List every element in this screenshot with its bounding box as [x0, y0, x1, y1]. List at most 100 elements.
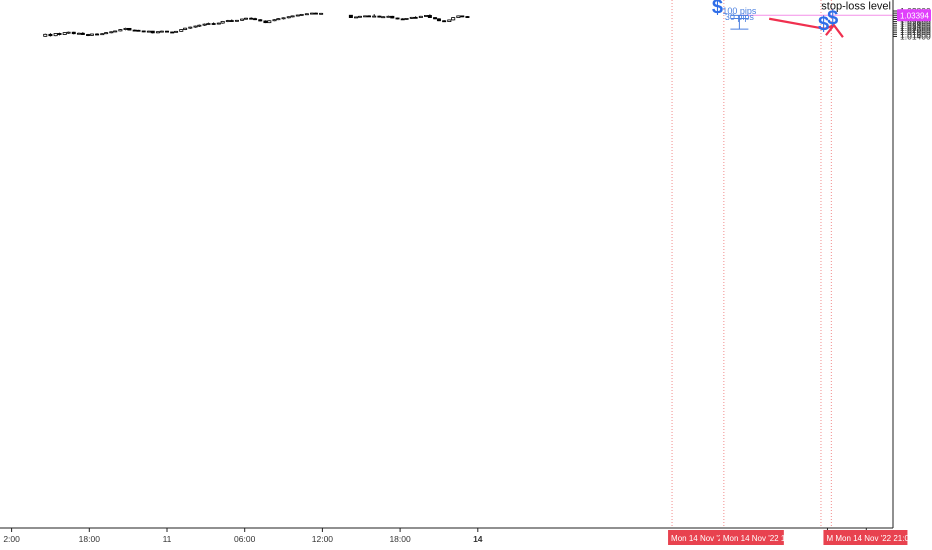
time-badge-bg — [668, 530, 721, 545]
time-tick-label: 12:00 — [312, 534, 334, 544]
candle-body — [456, 15, 461, 18]
candle-body — [386, 15, 391, 18]
candle-body — [234, 19, 239, 22]
candle-body — [220, 20, 225, 24]
candle-body — [310, 12, 315, 15]
candle-body — [113, 30, 118, 33]
candle-body — [80, 32, 85, 35]
candle-body — [451, 17, 456, 21]
candle-body — [183, 27, 188, 30]
candle-body — [409, 16, 414, 19]
candle-body — [381, 16, 386, 19]
candle-body — [86, 34, 91, 36]
pips-label-30: 30 pips — [725, 12, 755, 22]
candle-body — [104, 32, 109, 35]
candle-body — [62, 32, 67, 35]
candle-body — [229, 20, 234, 22]
candle-body — [240, 18, 245, 21]
candle-body — [286, 16, 291, 19]
candles-group — [43, 12, 470, 37]
candle-body — [57, 33, 62, 35]
candle-body — [243, 17, 248, 20]
candle-body — [418, 15, 423, 18]
candle-body — [433, 17, 438, 20]
candle-body — [299, 13, 304, 16]
candle-body — [206, 23, 211, 25]
price-tick-label: 1.02600 — [900, 19, 931, 29]
price-badge-label: 1.03394 — [900, 11, 929, 20]
projection-arrowhead — [825, 23, 844, 38]
candle-body — [53, 33, 58, 37]
candle-body — [447, 19, 452, 22]
candle-body — [319, 12, 324, 15]
candle-body — [367, 15, 372, 18]
pips-label-100: 100 pips — [722, 6, 757, 16]
candle-body — [179, 29, 184, 32]
candle-body — [354, 16, 359, 19]
price-tick-label: 1.02400 — [900, 21, 931, 31]
price-tick-label: 1.02200 — [900, 23, 931, 33]
candle-body — [76, 32, 81, 35]
candle-body — [193, 25, 198, 28]
candle-body — [43, 33, 48, 37]
time-tick-label: 14 — [473, 534, 483, 544]
candle-body — [127, 27, 132, 31]
time-tick-label: 18:00 — [389, 534, 411, 544]
candle-body — [304, 13, 309, 16]
projection-path — [768, 17, 835, 30]
candle-body — [465, 16, 470, 18]
time-badge-label: M Mon 14 Nov '22 21:00 — [826, 534, 913, 543]
candle-body — [170, 31, 175, 34]
candle-body — [363, 15, 368, 18]
candle-body — [150, 30, 155, 34]
time-tick-label: 06:00 — [234, 534, 256, 544]
candle-body — [123, 27, 128, 30]
candle-body — [263, 20, 268, 24]
candle-body — [118, 29, 123, 32]
candle-body — [216, 22, 221, 25]
candle-body — [71, 31, 76, 35]
candle-body — [164, 30, 169, 33]
candle-body — [272, 19, 277, 22]
candle-body — [357, 15, 362, 18]
candle-body — [225, 20, 230, 22]
stop-loss-label: stop-loss level — [821, 0, 891, 12]
price-tick-label: 1.01400 — [900, 31, 931, 41]
candle-body — [427, 15, 432, 18]
candle-body — [188, 26, 193, 29]
candle-body — [249, 17, 254, 20]
candle-body — [390, 15, 395, 19]
candle-body — [395, 17, 400, 20]
candle-body — [159, 30, 164, 33]
candle-body — [267, 20, 272, 24]
candle-body — [413, 16, 418, 19]
dollar-signs: $ $$ — [712, 0, 838, 35]
price-tick-label: 1.01800 — [900, 27, 931, 37]
price-badge: 1.03394 — [897, 9, 931, 22]
time-badge-label: Mon 14 Nov '22 — [671, 534, 727, 543]
candle-body — [295, 14, 300, 17]
candle-body — [348, 14, 353, 18]
candle-body — [202, 23, 207, 26]
time-tick-label: 11 — [163, 534, 172, 544]
time-tick-label: 2:00 — [3, 534, 20, 544]
candle-body — [423, 15, 428, 17]
candle-body — [146, 30, 151, 33]
candle-body — [95, 33, 100, 36]
candle-body — [377, 15, 382, 18]
candle-body — [132, 29, 137, 32]
candle-body — [109, 31, 114, 34]
price-tick-label: 1.02000 — [900, 25, 931, 35]
candle-body — [155, 31, 160, 34]
time-badge-bg — [823, 530, 908, 545]
candle-body — [442, 20, 447, 23]
time-badge-label: Mon 14 Nov '22 12:00 — [723, 534, 802, 543]
candle-body — [258, 19, 263, 22]
dollar-sign: $ — [712, 0, 723, 19]
dollar-sign: $ — [818, 13, 829, 35]
candle-body — [211, 23, 216, 25]
candle-body — [100, 33, 105, 36]
